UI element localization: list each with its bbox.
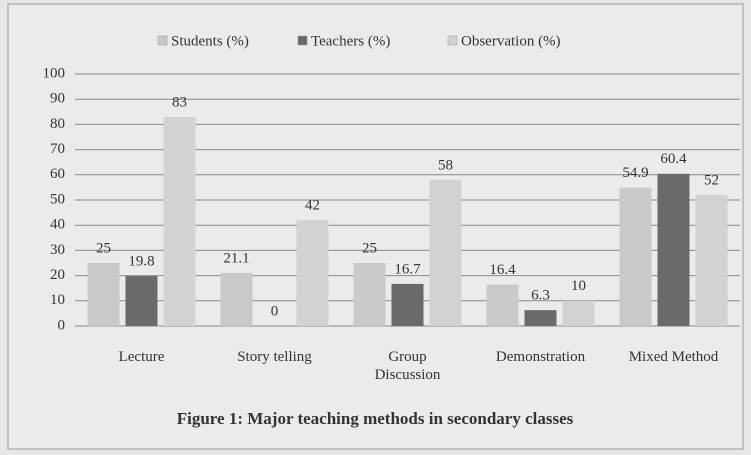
data-label: 58 <box>438 157 453 173</box>
y-tick-label: 60 <box>50 166 65 182</box>
legend-swatch <box>157 35 168 46</box>
data-label: 16.7 <box>394 261 421 277</box>
bar <box>429 179 462 326</box>
y-tick-label: 0 <box>58 317 66 333</box>
legend-label: Observation (%) <box>461 33 561 49</box>
y-tick-label: 80 <box>50 116 65 132</box>
data-label: 6.3 <box>531 288 550 304</box>
data-label: 42 <box>305 198 320 214</box>
bar <box>125 276 158 326</box>
y-tick-label: 100 <box>43 65 66 81</box>
bar <box>657 173 690 326</box>
data-label: 19.8 <box>128 254 154 270</box>
legend-label: Teachers (%) <box>311 33 390 49</box>
data-label: 25 <box>96 240 111 256</box>
y-tick-label: 50 <box>50 191 65 207</box>
chart-title: Figure 1: Major teaching methods in seco… <box>177 409 574 428</box>
y-tick-label: 30 <box>50 242 65 258</box>
data-label: 10 <box>571 278 586 294</box>
x-tick-label: Mixed Method <box>628 349 719 365</box>
bar <box>486 284 519 326</box>
data-label: 0 <box>271 303 279 319</box>
x-tick-label: Story telling <box>237 349 312 365</box>
x-tick-label: Group Discussion <box>374 349 441 383</box>
data-label: 60.4 <box>660 151 687 167</box>
bar <box>391 283 424 326</box>
y-tick-label: 20 <box>50 267 65 283</box>
legend-swatch <box>297 35 308 46</box>
bar <box>87 263 120 326</box>
bar <box>163 116 196 326</box>
data-label: 83 <box>172 94 187 110</box>
bar <box>619 187 652 326</box>
data-label: 25 <box>362 240 377 256</box>
bar <box>220 272 253 326</box>
bar <box>296 220 329 326</box>
x-tick-label: Demonstration <box>495 349 586 365</box>
data-label: 52 <box>704 172 719 188</box>
legend-label: Students (%) <box>171 33 249 49</box>
data-label: 21.1 <box>223 250 249 266</box>
x-tick-label: Lecture <box>118 349 165 365</box>
data-label: 16.4 <box>489 262 516 278</box>
bar <box>695 194 728 326</box>
bar <box>524 310 557 326</box>
y-tick-label: 40 <box>50 217 65 233</box>
bar <box>562 300 595 326</box>
y-tick-label: 90 <box>50 91 65 107</box>
y-tick-label: 70 <box>50 141 65 157</box>
y-tick-label: 10 <box>50 292 65 308</box>
legend-swatch <box>447 35 458 46</box>
data-label: 54.9 <box>622 165 648 181</box>
bar <box>353 263 386 326</box>
